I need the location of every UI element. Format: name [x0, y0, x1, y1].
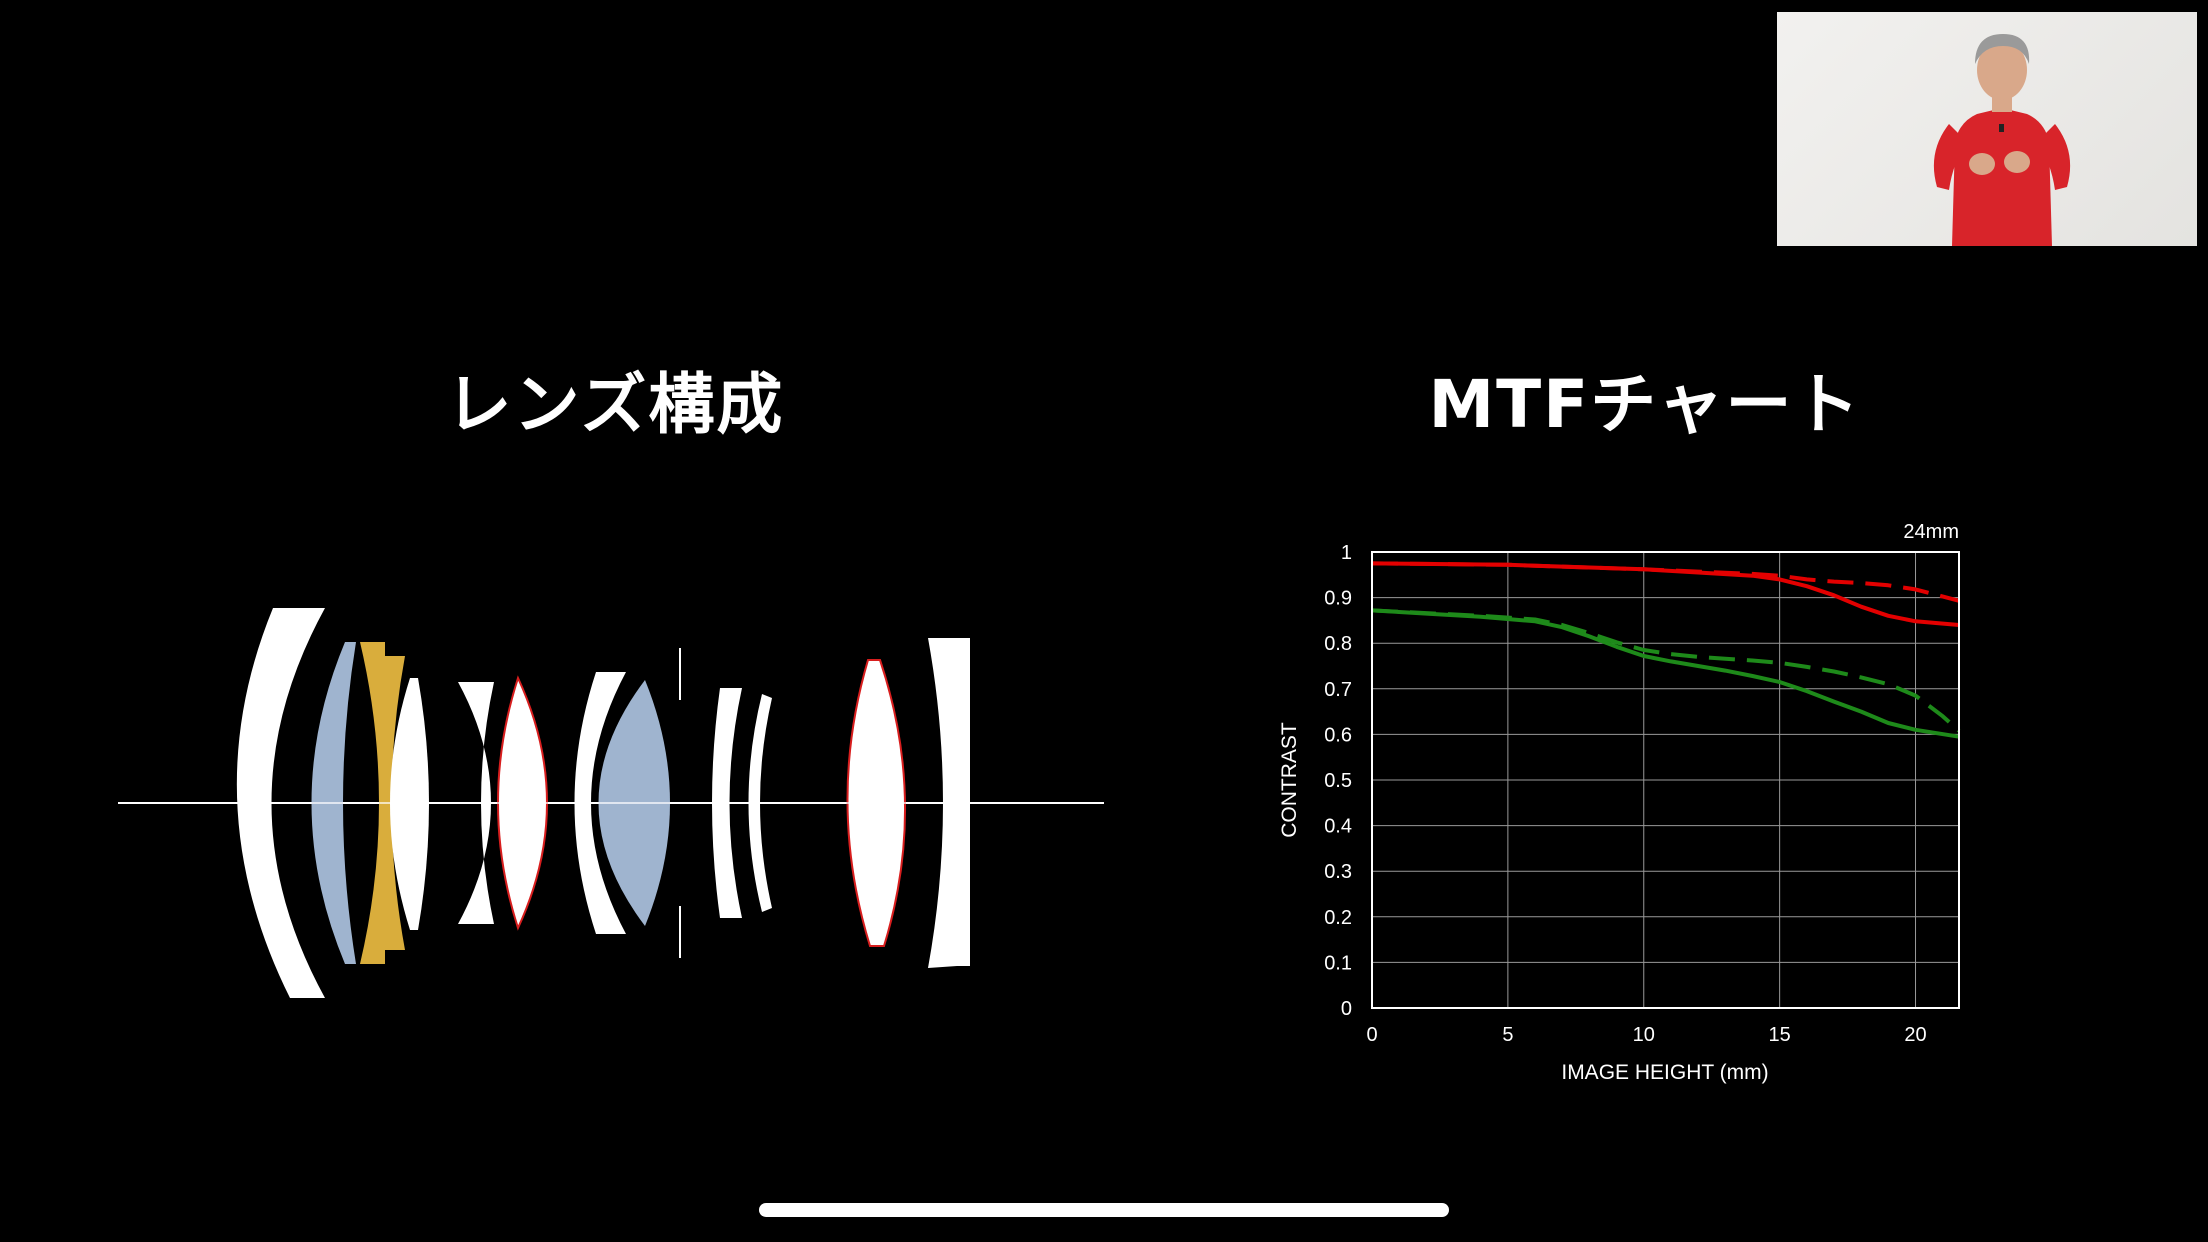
x-tick-label: 0: [1366, 1024, 1377, 1046]
lens-construction-diagram: [118, 608, 1104, 998]
y-tick-label: 0.8: [1324, 633, 1352, 655]
lens-construction-title: レンズ構成: [445, 366, 785, 443]
home-indicator[interactable]: [759, 1203, 1449, 1217]
x-axis-label: IMAGE HEIGHT (mm): [1561, 1061, 1768, 1084]
y-tick-label: 0.4: [1324, 816, 1352, 838]
mtf-chart: 00.10.20.30.40.50.60.70.80.910 5 10 15 20 24…: [1278, 521, 1961, 1084]
y-tick-label: 0.6: [1324, 724, 1352, 746]
lens-element-4: [390, 678, 429, 930]
y-tick-label: 1: [1341, 542, 1352, 564]
x-tick-label: 10: [1633, 1024, 1655, 1046]
green-solid-series: [1371, 608, 1960, 739]
y-axis-label: CONTRAST: [1278, 722, 1301, 838]
y-tick-label: 0.5: [1324, 770, 1352, 792]
y-tick-label: 0.9: [1324, 588, 1352, 610]
presenter-video: [1777, 12, 2197, 246]
y-tick-label: 0.2: [1324, 907, 1352, 929]
focal-length-label: 24mm: [1903, 521, 1959, 543]
y-tick-label: 0.7: [1324, 679, 1352, 701]
x-tick-label: 5: [1502, 1024, 1513, 1046]
lens-element-7: [574, 672, 626, 934]
green-dashed-series: [1371, 608, 1961, 733]
y-tick-label: 0.1: [1324, 952, 1352, 974]
lens-element-1: [236, 608, 325, 998]
lens-element-10: [748, 694, 772, 912]
presenter-figure: [1933, 34, 2071, 246]
x-tick-label: 15: [1769, 1024, 1791, 1046]
mtf-chart-title: MTFチャート: [1428, 366, 1862, 443]
red-dashed-series: [1371, 561, 1960, 603]
plot-frame: [1371, 551, 1960, 1009]
x-tick-label: 20: [1904, 1024, 1926, 1046]
y-tick-label: 0.3: [1324, 861, 1352, 883]
y-tick-label: 0: [1341, 998, 1352, 1020]
